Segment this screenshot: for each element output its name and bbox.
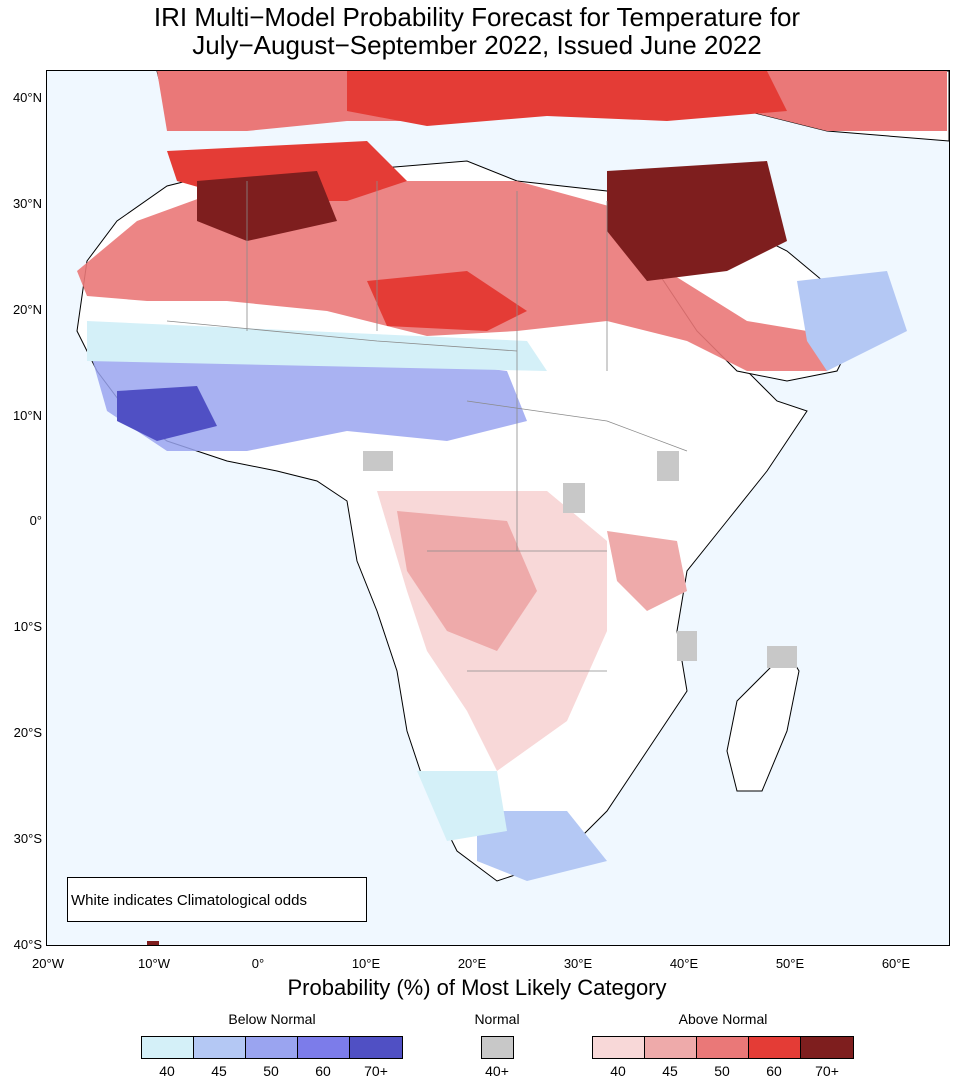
legend-above-value-70: 70+ bbox=[815, 1063, 839, 1079]
lat-tick-20n: 20°N bbox=[12, 302, 42, 317]
legend-below-swatch-60 bbox=[297, 1036, 350, 1059]
legend-above-swatch-45 bbox=[644, 1036, 697, 1059]
legend-below-normal-label: Below Normal bbox=[228, 1011, 316, 1027]
lat-tick-0: 0° bbox=[29, 513, 42, 528]
normal-spot-4 bbox=[767, 646, 797, 668]
legend-above-value-45: 45 bbox=[662, 1063, 678, 1079]
above-normal-core-4 bbox=[367, 271, 527, 331]
legend-normal-value: 40+ bbox=[485, 1063, 509, 1079]
legend-above-value-50: 50 bbox=[714, 1063, 730, 1079]
lon-tick-30e: 30°E bbox=[563, 956, 593, 971]
lat-tick-10s: 10°S bbox=[13, 619, 42, 634]
lon-tick-20w: 20°W bbox=[32, 956, 64, 971]
legend-title: Probability (%) of Most Likely Category bbox=[287, 975, 667, 1000]
below-normal-east-horn bbox=[797, 271, 907, 371]
normal-spot-3 bbox=[657, 451, 679, 481]
below-normal-sahel-core bbox=[117, 386, 217, 441]
lon-tick-60e: 60°E bbox=[881, 956, 911, 971]
legend-above-value-60: 60 bbox=[766, 1063, 782, 1079]
map-title-line-2: July−August−September 2022, Issued June … bbox=[192, 30, 762, 60]
lat-tick-30s: 30°S bbox=[13, 831, 42, 846]
madagascar-landmass bbox=[726, 650, 800, 792]
lon-tick-50e: 50°E bbox=[775, 956, 805, 971]
above-normal-core-3 bbox=[607, 161, 787, 281]
lat-tick-10n: 10°N bbox=[12, 408, 42, 423]
lon-tick-10e: 10°E bbox=[351, 956, 381, 971]
legend-above-swatch-70 bbox=[800, 1036, 854, 1059]
above-normal-east-africa bbox=[607, 531, 687, 611]
lat-tick-30n: 30°N bbox=[12, 196, 42, 211]
normal-spot-6 bbox=[147, 941, 159, 945]
forecast-map bbox=[46, 70, 950, 946]
legend-below-swatch-50 bbox=[245, 1036, 298, 1059]
lat-tick-40n: 40°N bbox=[12, 90, 42, 105]
above-normal-europe-dark bbox=[347, 71, 787, 126]
legend-below-value-45: 45 bbox=[211, 1063, 227, 1079]
climatological-odds-note: White indicates Climatological odds bbox=[67, 877, 367, 922]
map-title-line-1: IRI Multi−Model Probability Forecast for… bbox=[153, 2, 801, 32]
africa-map-graphic bbox=[76, 71, 949, 945]
lon-tick-0: 0° bbox=[251, 956, 265, 971]
normal-spot-5 bbox=[677, 631, 697, 661]
legend-above-value-40: 40 bbox=[610, 1063, 626, 1079]
below-normal-south-light bbox=[417, 771, 507, 841]
normal-spot-2 bbox=[563, 483, 585, 513]
lon-tick-40e: 40°E bbox=[669, 956, 699, 971]
legend-above-normal-label: Above Normal bbox=[678, 1011, 768, 1027]
legend-below-swatch-45 bbox=[193, 1036, 246, 1059]
legend-normal-label: Normal bbox=[474, 1011, 520, 1027]
legend-above-swatch-60 bbox=[748, 1036, 801, 1059]
lon-tick-20e: 20°E bbox=[457, 956, 487, 971]
legend-below-value-70: 70+ bbox=[364, 1063, 388, 1079]
below-normal-south bbox=[477, 811, 607, 881]
below-normal-light-band bbox=[87, 321, 547, 371]
lon-tick-10w: 10°W bbox=[138, 956, 170, 971]
lat-tick-20s: 20°S bbox=[13, 725, 42, 740]
legend-below-value-50: 50 bbox=[263, 1063, 279, 1079]
legend-below-value-60: 60 bbox=[315, 1063, 331, 1079]
legend-below-value-40: 40 bbox=[159, 1063, 175, 1079]
legend-below-swatch-70 bbox=[349, 1036, 403, 1059]
legend-below-swatch-40 bbox=[141, 1036, 194, 1059]
legend-above-swatch-50 bbox=[696, 1036, 749, 1059]
country-borders bbox=[166, 181, 688, 672]
normal-spot-1 bbox=[363, 451, 393, 471]
legend-above-swatch-40 bbox=[592, 1036, 645, 1059]
above-normal-core-2 bbox=[197, 171, 337, 241]
above-normal-central-core bbox=[397, 511, 537, 651]
lat-tick-40s: 40°S bbox=[13, 937, 42, 952]
legend-normal-swatch bbox=[481, 1036, 514, 1059]
